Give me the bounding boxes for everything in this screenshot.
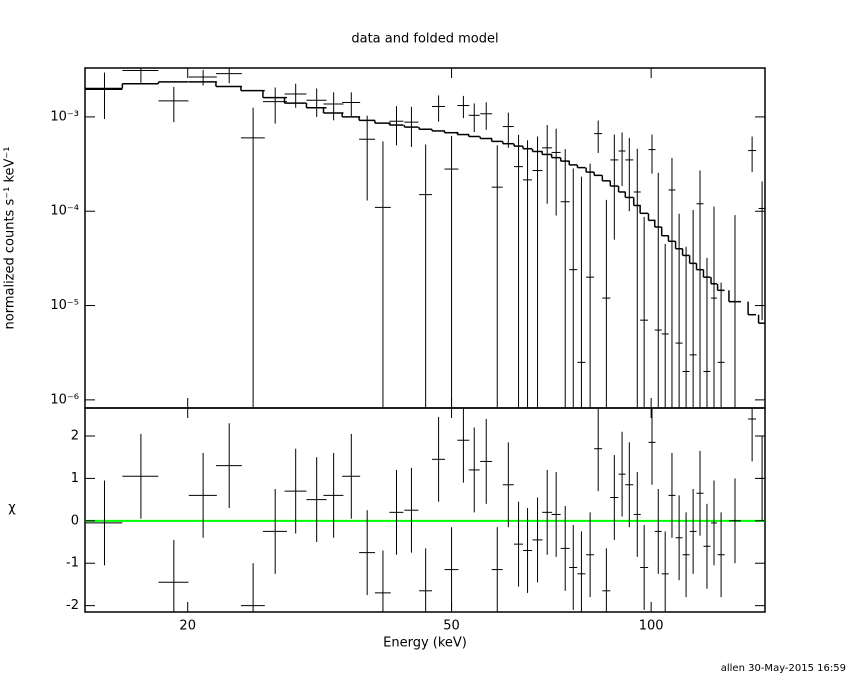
y-tick-label: 10⁻³ bbox=[50, 109, 79, 124]
top-plot bbox=[85, 68, 765, 408]
bottom-plot bbox=[85, 408, 765, 612]
footer: allen 30-May-2015 16:59 bbox=[721, 663, 846, 674]
y-axis-label: χ bbox=[8, 501, 16, 516]
chart-title: data and folded model bbox=[351, 32, 498, 47]
y-tick-label: -2 bbox=[66, 598, 79, 613]
y-tick-label: 10⁻⁶ bbox=[50, 392, 79, 407]
y-tick-label: 10⁻⁴ bbox=[50, 204, 79, 219]
y-tick-label: 0 bbox=[71, 513, 79, 528]
y-tick-label: 2 bbox=[71, 428, 79, 443]
y-tick-label: 10⁻⁵ bbox=[50, 298, 79, 313]
x-tick-label: 100 bbox=[639, 619, 664, 634]
x-tick-label: 50 bbox=[443, 619, 460, 634]
top-frame bbox=[84, 67, 766, 409]
bottom-frame bbox=[84, 407, 766, 613]
y-tick-label: -1 bbox=[66, 556, 79, 571]
x-tick-label: 20 bbox=[179, 619, 196, 634]
y-tick-label: 1 bbox=[71, 471, 79, 486]
x-axis-label: Energy (keV) bbox=[383, 636, 467, 651]
y-axis-label: normalized counts s⁻¹ keV⁻¹ bbox=[3, 147, 18, 330]
